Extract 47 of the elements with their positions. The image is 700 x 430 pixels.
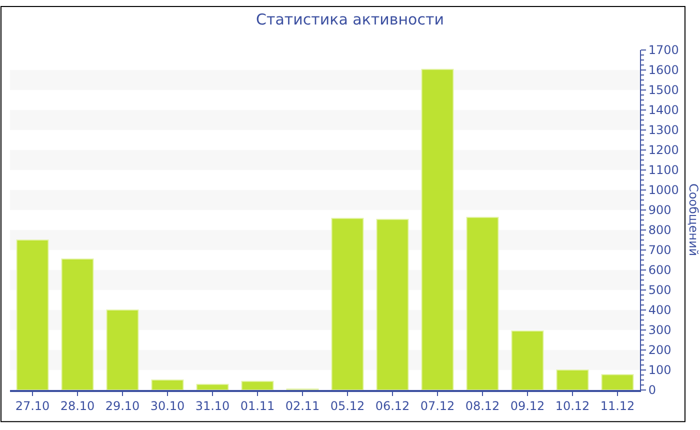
x-tick-label: 09.12 bbox=[510, 399, 545, 414]
y-tick-label: 0 bbox=[648, 383, 656, 398]
x-tick-label: 31.10 bbox=[195, 399, 230, 414]
bar bbox=[421, 68, 454, 390]
x-tick-label: 06.12 bbox=[375, 399, 410, 414]
y-tick-label: 1200 bbox=[648, 143, 679, 158]
bar bbox=[106, 310, 139, 390]
x-tick-label: 28.10 bbox=[60, 399, 95, 414]
x-tick-label: 01.11 bbox=[240, 399, 275, 414]
y-tick-label: 500 bbox=[648, 283, 672, 298]
bar bbox=[196, 384, 229, 390]
y-tick-label: 1100 bbox=[648, 163, 679, 178]
x-tick-label: 02.11 bbox=[285, 399, 320, 414]
y-tick-label: 300 bbox=[648, 323, 672, 338]
y-tick-label: 1600 bbox=[648, 63, 679, 78]
bar bbox=[16, 240, 49, 390]
x-tick-label: 07.12 bbox=[420, 399, 455, 414]
chart-title: Статистика активности bbox=[256, 10, 444, 29]
y-tick-label: 400 bbox=[648, 303, 672, 318]
bar bbox=[241, 380, 274, 390]
y-tick-label: 1000 bbox=[648, 183, 679, 198]
y-tick-label: 900 bbox=[648, 203, 672, 218]
y-tick-label: 1300 bbox=[648, 123, 679, 138]
y-tick-label: 200 bbox=[648, 343, 672, 358]
bar bbox=[61, 258, 94, 390]
bar bbox=[376, 218, 409, 390]
y-tick-label: 100 bbox=[648, 363, 672, 378]
x-tick-label: 10.12 bbox=[555, 399, 590, 414]
x-tick-label: 11.12 bbox=[600, 399, 635, 414]
x-tick-label: 05.12 bbox=[330, 399, 365, 414]
x-tick-label: 30.10 bbox=[150, 399, 185, 414]
bar bbox=[511, 330, 544, 390]
x-tick-label: 08.12 bbox=[465, 399, 500, 414]
y-tick-label: 700 bbox=[648, 243, 672, 258]
x-tick-label: 27.10 bbox=[15, 399, 50, 414]
y-tick-label: 1700 bbox=[648, 43, 679, 58]
bar bbox=[601, 374, 634, 390]
x-tick-label: 29.10 bbox=[105, 399, 140, 414]
y-tick-label: 800 bbox=[648, 223, 672, 238]
y-tick-label: 1500 bbox=[648, 83, 679, 98]
bar bbox=[151, 380, 184, 390]
bar bbox=[556, 370, 589, 390]
bar bbox=[466, 216, 499, 390]
y-tick-label: 600 bbox=[648, 263, 672, 278]
y-tick-label: 1400 bbox=[648, 103, 679, 118]
y-axis-title: Сообщений bbox=[686, 183, 700, 256]
bar bbox=[331, 218, 364, 390]
